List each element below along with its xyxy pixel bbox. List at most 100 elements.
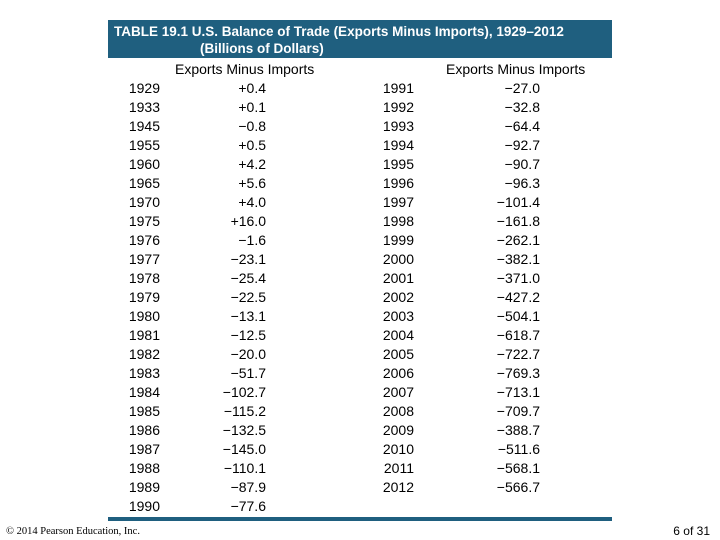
year-cell: 1989 — [128, 479, 160, 495]
balance-cell: −161.8 — [496, 213, 540, 229]
year-cell: 2012 — [382, 479, 414, 495]
balance-cell: +0.4 — [238, 80, 266, 96]
right-values-column: −27.0 −32.8 −64.4 −92.7 −90.7 −96.3 −101.4 −161… — [464, 79, 540, 497]
year-cell: 2011 — [383, 460, 414, 476]
year-cell: 1955 — [128, 137, 160, 153]
year-cell: 2000 — [382, 251, 414, 267]
balance-cell: −713.1 — [496, 384, 540, 400]
year-cell: 1945 — [128, 118, 160, 134]
balance-cell: −25.4 — [230, 270, 266, 286]
year-cell: 2003 — [382, 308, 414, 324]
year-cell: 1994 — [382, 137, 414, 153]
year-cell: 2002 — [382, 289, 414, 305]
balance-cell: −511.6 — [497, 441, 540, 457]
balance-cell: +5.6 — [238, 175, 266, 191]
right-years-column: 1991 1992 1993 1994 1995 1996 1997 1998 1999 2000… — [364, 79, 414, 497]
year-cell: 1995 — [382, 156, 414, 172]
year-cell: 1992 — [382, 99, 414, 115]
balance-cell: −22.5 — [230, 289, 266, 305]
year-cell: 1986 — [128, 422, 160, 438]
balance-cell: −115.2 — [223, 403, 266, 419]
year-cell: 2005 — [382, 346, 414, 362]
year-cell: 1980 — [128, 308, 160, 324]
balance-cell: +0.5 — [238, 137, 266, 153]
balance-cell: −110.1 — [223, 460, 266, 476]
balance-cell: −1.6 — [238, 232, 266, 248]
year-cell: 2007 — [382, 384, 414, 400]
year-cell: 1976 — [128, 232, 160, 248]
year-cell: 2010 — [382, 441, 414, 457]
balance-cell: −20.0 — [230, 346, 266, 362]
year-cell: 1960 — [128, 156, 160, 172]
balance-cell: −132.5 — [222, 422, 266, 438]
year-cell: 2004 — [382, 327, 414, 343]
balance-cell: −51.7 — [230, 365, 266, 381]
balance-cell: +16.0 — [230, 213, 266, 229]
balance-cell: −64.4 — [504, 118, 540, 134]
left-years-column: 1929 1933 1945 1955 1960 1965 1970 1975 1976 1977… — [108, 79, 160, 516]
copyright-notice: © 2014 Pearson Education, Inc. — [6, 526, 140, 537]
balance-cell: −618.7 — [496, 327, 540, 343]
year-cell: 1988 — [128, 460, 160, 476]
balance-cell: +4.0 — [238, 194, 266, 210]
balance-cell: −722.7 — [496, 346, 540, 362]
year-cell: 1984 — [128, 384, 160, 400]
balance-cell: −96.3 — [504, 175, 540, 191]
balance-cell: −382.1 — [496, 251, 540, 267]
year-cell: 1991 — [382, 80, 414, 96]
year-cell: 2008 — [382, 403, 414, 419]
balance-cell: −13.1 — [230, 308, 266, 324]
table-bottom-rule — [108, 517, 612, 521]
balance-cell: −0.8 — [238, 118, 266, 134]
year-cell: 1982 — [128, 346, 160, 362]
balance-cell: −90.7 — [504, 156, 540, 172]
year-cell: 1987 — [128, 441, 160, 457]
year-cell: 2009 — [382, 422, 414, 438]
year-cell: 1981 — [128, 327, 160, 343]
balance-cell: −769.3 — [496, 365, 540, 381]
year-cell: 1983 — [128, 365, 160, 381]
balance-cell: −102.7 — [222, 384, 266, 400]
balance-cell: −87.9 — [230, 479, 266, 495]
year-cell: 1979 — [128, 289, 160, 305]
table-title: TABLE 19.1 U.S. Balance of Trade (Export… — [114, 24, 564, 39]
year-cell: 1998 — [382, 213, 414, 229]
balance-cell: −32.8 — [504, 99, 540, 115]
balance-cell: −92.7 — [504, 137, 540, 153]
year-cell: 1999 — [382, 232, 414, 248]
year-cell: 1977 — [128, 251, 160, 267]
year-cell: 1929 — [128, 80, 160, 96]
balance-cell: −12.5 — [230, 327, 266, 343]
year-cell: 1978 — [128, 270, 160, 286]
balance-cell: −371.0 — [496, 270, 540, 286]
balance-cell: −504.1 — [496, 308, 540, 324]
year-cell: 1993 — [382, 118, 414, 134]
year-cell: 1975 — [128, 213, 160, 229]
balance-cell: −427.2 — [496, 289, 540, 305]
year-cell: 1996 — [382, 175, 414, 191]
balance-cell: +4.2 — [238, 156, 266, 172]
year-cell: 1970 — [128, 194, 160, 210]
year-cell: 2001 — [382, 270, 414, 286]
page-number: 6 of 31 — [673, 524, 710, 538]
left-column-header: Exports Minus Imports — [175, 61, 315, 77]
balance-cell: −262.1 — [496, 232, 540, 248]
balance-cell: −23.1 — [230, 251, 266, 267]
balance-cell: −27.0 — [504, 80, 540, 96]
year-cell: 1997 — [382, 194, 414, 210]
balance-cell: −145.0 — [222, 441, 266, 457]
balance-cell: −77.6 — [230, 498, 266, 514]
balance-cell: −568.1 — [496, 460, 540, 476]
balance-cell: −388.7 — [496, 422, 540, 438]
year-cell: 1965 — [128, 175, 160, 191]
balance-cell: −709.7 — [496, 403, 540, 419]
year-cell: 1990 — [128, 498, 160, 514]
right-column-header: Exports Minus Imports — [446, 61, 586, 77]
left-values-column: +0.4 +0.1 −0.8 +0.5 +4.2 +5.6 +4.0 +16.0 −1.6 −23… — [190, 79, 266, 516]
balance-cell: −101.4 — [496, 194, 540, 210]
year-cell: 2006 — [382, 365, 414, 381]
year-cell: 1933 — [128, 99, 160, 115]
table-title-bar: TABLE 19.1 U.S. Balance of Trade (Export… — [108, 20, 612, 58]
balance-cell: +0.1 — [238, 99, 266, 115]
year-cell: 1985 — [128, 403, 160, 419]
